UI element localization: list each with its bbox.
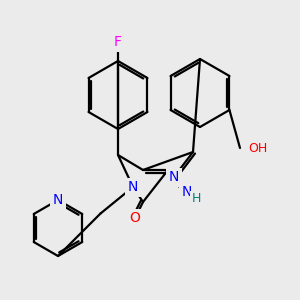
Text: N: N <box>53 193 63 207</box>
Text: N: N <box>169 170 179 184</box>
Text: F: F <box>114 35 122 49</box>
Text: O: O <box>130 211 140 225</box>
Text: F: F <box>114 35 122 49</box>
Text: OH: OH <box>248 142 267 154</box>
Text: N: N <box>53 193 63 207</box>
Text: OH: OH <box>248 142 267 154</box>
Text: N: N <box>128 180 138 194</box>
Text: H: H <box>191 193 201 206</box>
Text: N: N <box>182 185 192 199</box>
